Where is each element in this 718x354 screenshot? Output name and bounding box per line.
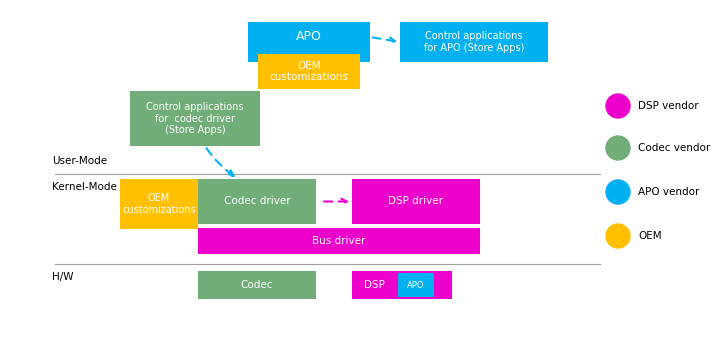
Text: APO vendor: APO vendor xyxy=(638,187,699,197)
Text: DSP vendor: DSP vendor xyxy=(638,101,699,111)
Circle shape xyxy=(606,94,630,118)
Circle shape xyxy=(606,136,630,160)
Bar xyxy=(352,179,480,224)
Circle shape xyxy=(606,224,630,248)
Bar xyxy=(198,228,480,254)
Bar xyxy=(120,179,198,229)
Bar xyxy=(258,54,360,89)
Bar xyxy=(352,271,452,299)
Text: Bus driver: Bus driver xyxy=(312,236,365,246)
Bar xyxy=(400,22,548,62)
Bar xyxy=(198,179,316,224)
Text: DSP driver: DSP driver xyxy=(388,196,444,206)
Text: Control applications
for APO (Store Apps): Control applications for APO (Store Apps… xyxy=(424,31,524,53)
Bar xyxy=(398,273,434,297)
Text: Kernel-Mode: Kernel-Mode xyxy=(52,182,117,192)
Text: User-Mode: User-Mode xyxy=(52,156,107,166)
Text: Codec: Codec xyxy=(241,280,274,290)
Text: Codec vendor: Codec vendor xyxy=(638,143,710,153)
Bar xyxy=(248,22,370,62)
Bar xyxy=(130,91,260,146)
Text: Control applications
for  codec driver
(Store Apps): Control applications for codec driver (S… xyxy=(146,102,243,135)
Text: OEM: OEM xyxy=(638,231,661,241)
Text: H/W: H/W xyxy=(52,272,73,282)
Circle shape xyxy=(606,180,630,204)
Bar xyxy=(198,271,316,299)
Text: APO: APO xyxy=(296,30,322,44)
Text: APO: APO xyxy=(407,280,425,290)
Text: DSP: DSP xyxy=(363,280,384,290)
Text: OEM
customizations: OEM customizations xyxy=(269,61,348,82)
Text: OEM
customizations: OEM customizations xyxy=(122,193,196,215)
Text: Codec driver: Codec driver xyxy=(224,196,290,206)
